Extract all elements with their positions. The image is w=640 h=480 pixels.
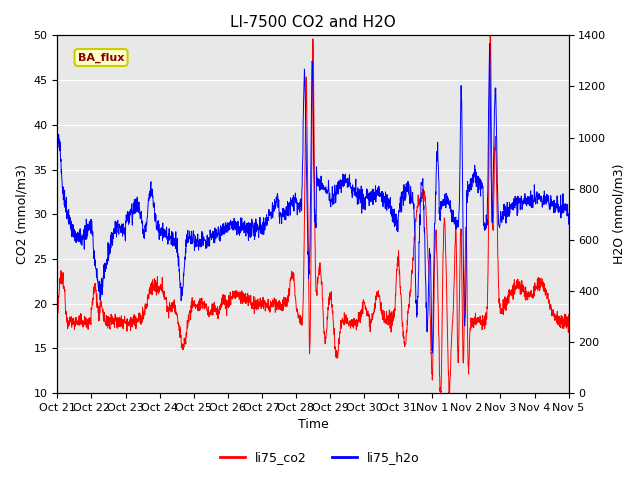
li75_co2	[550, 311, 558, 316]
Line: li75_co2: li75_co2	[58, 36, 568, 393]
li75_co2	[302, 81, 310, 87]
li75_co2	[436, 390, 444, 396]
li75_h2o	[79, 234, 87, 240]
Text: BA_flux: BA_flux	[78, 52, 124, 63]
X-axis label: Time: Time	[298, 419, 328, 432]
li75_h2o	[302, 142, 310, 148]
li75_h2o	[550, 197, 558, 203]
Title: LI-7500 CO2 and H2O: LI-7500 CO2 and H2O	[230, 15, 396, 30]
Y-axis label: CO2 (mmol/m3): CO2 (mmol/m3)	[15, 164, 28, 264]
Legend: li75_co2, li75_h2o: li75_co2, li75_h2o	[215, 446, 425, 469]
li75_co2	[486, 33, 494, 38]
li75_h2o	[289, 204, 296, 210]
li75_h2o	[456, 145, 464, 151]
li75_co2	[289, 274, 296, 280]
li75_h2o	[54, 143, 61, 148]
li75_co2	[456, 242, 464, 248]
Y-axis label: H2O (mmol/m3): H2O (mmol/m3)	[612, 164, 625, 264]
li75_h2o	[486, 41, 493, 47]
li75_h2o	[550, 199, 558, 205]
li75_h2o	[429, 350, 436, 356]
li75_co2	[550, 314, 558, 320]
li75_co2	[79, 318, 87, 324]
li75_co2	[564, 312, 572, 318]
Line: li75_h2o: li75_h2o	[58, 44, 568, 353]
li75_co2	[54, 313, 61, 319]
li75_h2o	[564, 221, 572, 227]
